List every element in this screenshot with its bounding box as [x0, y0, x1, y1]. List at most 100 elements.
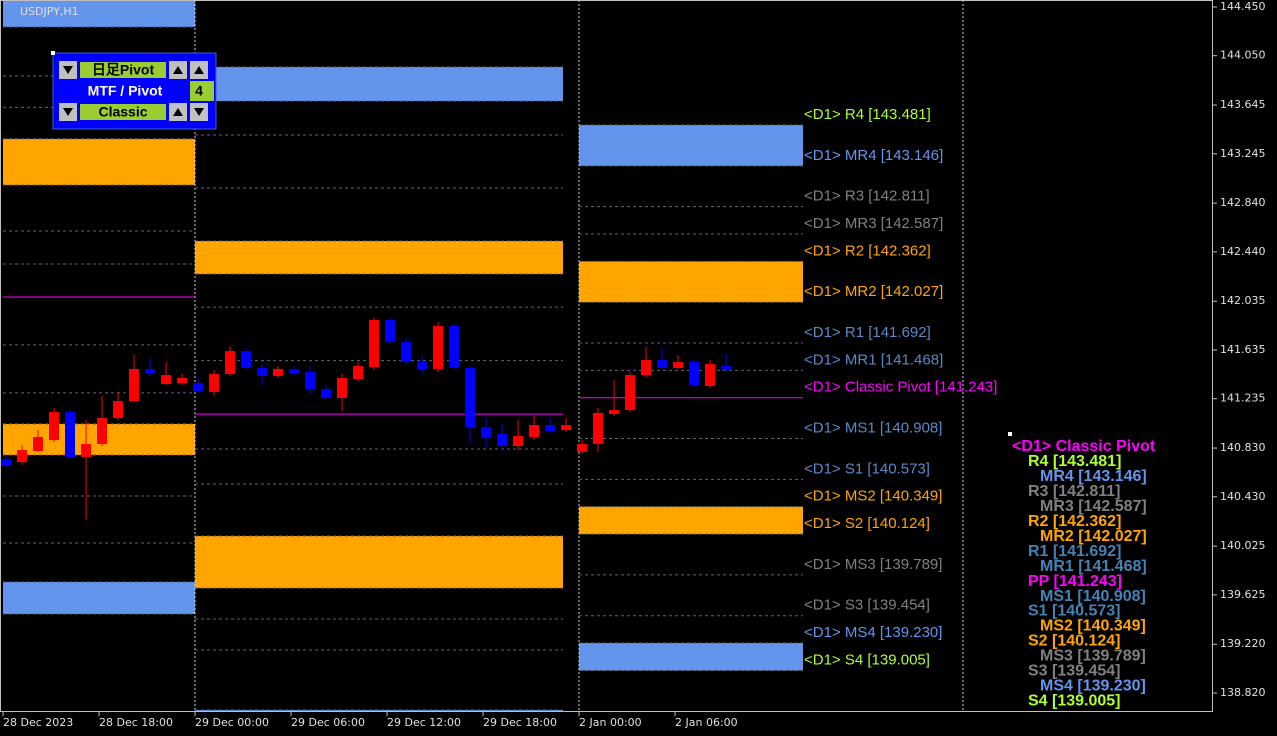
candle-body: [33, 436, 43, 451]
y-tick-label: 142.035: [1220, 294, 1266, 307]
arrow: [173, 108, 183, 116]
info-row: MR3 [142.587]: [1040, 498, 1147, 515]
pivot-label: <D1> MS1 [140.908]: [804, 420, 942, 437]
pivot-label: <D1> S1 [140.573]: [804, 460, 930, 477]
pivot-label: <D1> S3 [139.454]: [804, 597, 930, 614]
info-title: <D1> Classic Pivot: [1012, 438, 1156, 455]
candle-body: [337, 377, 347, 398]
count: 4: [195, 83, 203, 99]
candle-body: [17, 450, 27, 463]
mode: MTF / Pivot: [88, 83, 163, 99]
candle-body: [497, 434, 507, 446]
x-tick-label: 2 Jan 06:00: [675, 716, 738, 729]
candle-body: [193, 382, 203, 392]
candle-body: [97, 417, 107, 445]
y-tick-label: 144.450: [1220, 0, 1266, 13]
plot-area: <D1> R4 [143.481] <D1> MR4 [143.146] <D1> …: [1, 0, 997, 712]
candle-body: [81, 444, 91, 457]
info-panel: <D1> Classic Pivot R4 [143.481]MR4 [143.…: [1008, 432, 1156, 709]
y-tick-label: 142.840: [1220, 196, 1266, 209]
pivot-label: <D1> R2 [142.362]: [804, 242, 931, 259]
candle-body: [433, 325, 443, 369]
panel-anchor: [1008, 432, 1012, 436]
y-tick-label: 144.050: [1220, 49, 1266, 62]
x-tick-label: 29 Dec 06:00: [291, 716, 365, 729]
candle-body: [545, 425, 555, 432]
candle-body: [673, 362, 683, 369]
x-tick-label: 28 Dec 2023: [3, 716, 73, 729]
y-tick-label: 143.245: [1220, 147, 1266, 160]
candle-body: [721, 366, 731, 371]
candle-body: [49, 411, 59, 441]
y-tick-label: 140.025: [1220, 539, 1266, 552]
pivot-label: <D1> MS4 [139.230]: [804, 624, 942, 641]
candle-body: [257, 368, 267, 377]
info-row: R4 [143.481]: [1028, 453, 1121, 470]
pivot-label: <D1> R3 [142.811]: [804, 188, 930, 205]
pivot-label: <D1> MR1 [141.468]: [804, 351, 943, 368]
candle-body: [465, 368, 475, 427]
timeframe-button[interactable]: [80, 62, 166, 78]
y-tick-label: 140.830: [1220, 441, 1266, 454]
candle-body: [705, 363, 715, 387]
pivot-label: <D1> S4 [139.005]: [804, 651, 930, 668]
candle-body: [241, 351, 251, 369]
method-button[interactable]: [80, 104, 166, 120]
candle-body: [177, 377, 187, 383]
candle-body: [417, 362, 427, 369]
info-row: S2 [140.124]: [1028, 633, 1121, 650]
info-row: R1 [141.692]: [1028, 543, 1121, 560]
candle-body: [385, 319, 395, 343]
pivot-zone: [195, 536, 563, 589]
candle-body: [529, 425, 539, 437]
pivot-zone: [3, 0, 195, 27]
pivot-label: <D1> MR2 [142.027]: [804, 283, 943, 300]
candle-body: [609, 410, 619, 415]
candle-body: [305, 372, 315, 389]
info-row: MR1 [141.468]: [1040, 558, 1147, 575]
y-tick-label: 140.430: [1220, 490, 1266, 503]
candle-body: [689, 362, 699, 386]
arrow: [194, 108, 204, 116]
info-row: R2 [142.362]: [1028, 513, 1121, 530]
candle-body: [561, 425, 571, 431]
pivot-zone: [3, 581, 195, 615]
candle-body: [513, 435, 523, 446]
arrow: [63, 66, 73, 74]
info-row: MS3 [139.789]: [1040, 648, 1146, 665]
arrow: [173, 66, 183, 74]
y-tick-label: 142.440: [1220, 245, 1266, 258]
info-row: MR4 [143.146]: [1040, 468, 1147, 485]
candle-body: [1, 459, 11, 466]
pivot-zone: [579, 261, 803, 303]
pivot-label: <D1> R4 [143.481]: [804, 106, 931, 123]
info-row: MS2 [140.349]: [1040, 618, 1146, 635]
candle-body: [401, 342, 411, 363]
pivot-zone: [3, 138, 195, 185]
pivot-label: <D1> MR3 [142.587]: [804, 215, 943, 232]
candle-body: [225, 351, 235, 374]
pivot-zone: [579, 125, 803, 166]
x-tick-label: 29 Dec 18:00: [483, 716, 557, 729]
pivot-label: <D1> Classic Pivot [141.243]: [804, 379, 997, 396]
candle-body: [369, 319, 379, 368]
candle-body: [321, 388, 331, 398]
plot-frame: [0, 0, 1213, 712]
candle-body: [625, 375, 635, 411]
candle-body: [209, 373, 219, 393]
x-tick-label: 2 Jan 00:00: [579, 716, 642, 729]
y-tick-label: 138.820: [1220, 686, 1266, 699]
pivot-zone: [195, 67, 563, 102]
x-tick-label: 29 Dec 00:00: [195, 716, 269, 729]
candle-body: [145, 368, 155, 373]
candle-body: [161, 375, 171, 384]
pivot-label: <D1> MS2 [140.349]: [804, 488, 942, 505]
candle-body: [273, 368, 283, 377]
panel-anchor: [51, 51, 55, 55]
info-row: S4 [139.005]: [1028, 692, 1121, 709]
y-tick-label: 139.220: [1220, 637, 1266, 650]
symbol-title: USDJPY,H1: [20, 5, 79, 18]
candle-body: [577, 444, 587, 452]
count-box[interactable]: [190, 81, 214, 101]
